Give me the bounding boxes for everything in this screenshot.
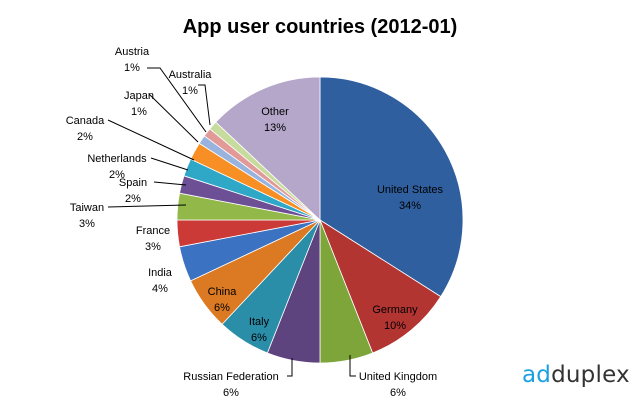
slice-label-spain: Spain 2% <box>119 177 147 205</box>
slice-name: United States <box>377 184 444 196</box>
leader-line <box>148 93 199 143</box>
slice-percent: 1% <box>124 62 140 74</box>
pie-slice-germany <box>319 219 442 354</box>
slice-percent: 10% <box>384 320 406 332</box>
slice-percent: 34% <box>399 200 421 212</box>
slice-name: France <box>136 225 170 237</box>
chart-title: App user countries (2012-01) <box>183 16 458 38</box>
slice-name: Italy <box>249 316 270 328</box>
slice-label-china: China 6% <box>208 286 238 314</box>
slice-label-russian-federation: Russian Federation 6% <box>183 371 278 399</box>
slice-name: Austria <box>115 46 150 58</box>
slice-label-australia: Australia 1% <box>169 69 213 97</box>
leader-lines <box>107 67 356 377</box>
slice-labels: United States 34% Germany 10% United Kingdom… <box>66 46 444 399</box>
logo-part-ad: ad <box>522 362 552 388</box>
slice-name: Spain <box>119 177 147 189</box>
pie-slice-other <box>215 76 321 221</box>
slice-label-italy: Italy 6% <box>249 316 270 344</box>
slice-name: Germany <box>372 304 418 316</box>
adduplex-logo: adduplex <box>522 362 630 388</box>
slice-label-germany: Germany 10% <box>372 304 418 332</box>
leader-line <box>349 355 356 377</box>
slice-name: China <box>208 286 238 298</box>
slice-percent: 2% <box>109 169 125 181</box>
slice-percent: 1% <box>131 106 147 118</box>
slice-label-taiwan: Taiwan 3% <box>70 202 104 230</box>
slice-percent: 2% <box>77 131 93 143</box>
leader-line <box>198 84 211 126</box>
slice-label-japan: Japan 1% <box>124 90 154 118</box>
slice-name: Other <box>261 106 289 118</box>
slice-name: Taiwan <box>70 202 104 214</box>
slice-name: Australia <box>169 69 213 81</box>
slice-label-france: France 3% <box>136 225 170 253</box>
pie-slices <box>176 76 464 364</box>
slice-label-austria: Austria 1% <box>115 46 150 74</box>
slice-name: Japan <box>124 90 154 102</box>
leader-line <box>150 157 189 171</box>
slice-label-united-kingdom: United Kingdom 6% <box>359 371 437 399</box>
slice-name: Canada <box>66 115 105 127</box>
logo-part-duplex: duplex <box>551 362 630 388</box>
slice-label-canada: Canada 2% <box>66 115 105 143</box>
slice-percent: 6% <box>390 387 406 399</box>
slice-name: United Kingdom <box>359 371 437 383</box>
leader-line <box>107 204 187 208</box>
slice-name: India <box>148 267 173 279</box>
slice-percent: 2% <box>125 193 141 205</box>
slice-percent: 6% <box>223 387 239 399</box>
slice-label-other: Other 13% <box>261 106 289 134</box>
leader-line <box>107 119 195 161</box>
slice-name: Netherlands <box>87 153 147 165</box>
pie-slice-united-states <box>319 76 464 298</box>
leader-line <box>147 67 207 133</box>
slice-percent: 6% <box>214 302 230 314</box>
slice-percent: 13% <box>264 122 286 134</box>
slice-percent: 1% <box>182 85 198 97</box>
slice-percent: 3% <box>145 241 161 253</box>
slice-percent: 6% <box>251 332 267 344</box>
slice-percent: 4% <box>152 283 168 295</box>
slice-name: Russian Federation <box>183 371 278 383</box>
leader-line <box>287 358 293 377</box>
slice-label-united-states: United States 34% <box>377 184 444 212</box>
slice-label-netherlands: Netherlands 2% <box>87 153 147 181</box>
slice-label-india: India 4% <box>148 267 173 295</box>
slice-percent: 3% <box>79 218 95 230</box>
leader-line <box>153 181 187 186</box>
